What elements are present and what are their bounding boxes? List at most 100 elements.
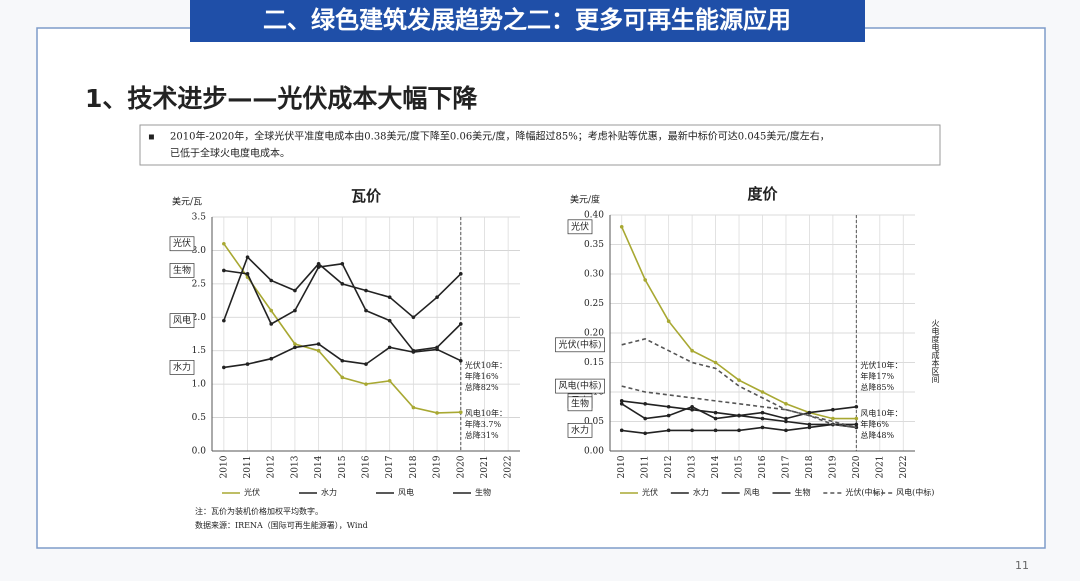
point bbox=[666, 404, 671, 409]
x-tick-label: 2012 bbox=[267, 456, 277, 479]
point bbox=[737, 378, 741, 383]
point bbox=[293, 345, 297, 350]
x-tick-label: 2014 bbox=[314, 455, 324, 478]
point bbox=[340, 375, 345, 380]
point bbox=[245, 255, 250, 259]
series-label: 水力 bbox=[173, 361, 191, 373]
x-tick-label: 2022 bbox=[504, 456, 514, 479]
subtitle: 1、技术进步——光伏成本大幅下降 bbox=[85, 84, 478, 113]
point bbox=[643, 416, 647, 421]
x-tick-label: 2021 bbox=[875, 456, 885, 479]
point bbox=[458, 272, 463, 276]
legend-label: 生物 bbox=[795, 487, 811, 497]
point bbox=[666, 319, 671, 324]
point bbox=[643, 278, 647, 282]
point bbox=[643, 402, 647, 406]
point bbox=[411, 405, 416, 410]
point bbox=[737, 428, 741, 433]
y-tick-label: 0.30 bbox=[584, 270, 604, 280]
series-label-box bbox=[169, 360, 195, 375]
y-tick-label: 0.15 bbox=[584, 358, 604, 368]
y-tick-label: 0.35 bbox=[584, 240, 604, 250]
x-tick-label: 2018 bbox=[409, 455, 419, 478]
y-tick-label: 1.5 bbox=[192, 346, 207, 356]
point bbox=[854, 404, 859, 409]
footnote: 数据来源：IRENA（国际可再生能源署），Wind bbox=[195, 520, 368, 530]
point bbox=[411, 348, 416, 353]
point bbox=[458, 410, 463, 415]
point bbox=[831, 407, 835, 412]
legend-label: 水力 bbox=[321, 487, 337, 497]
point bbox=[316, 265, 321, 269]
point bbox=[784, 416, 788, 421]
y-tick-label: 2.0 bbox=[192, 313, 207, 323]
series-label-box bbox=[169, 263, 195, 278]
legend-label: 风电(中标) bbox=[896, 487, 934, 497]
point bbox=[435, 295, 439, 300]
annotation: 年降17% bbox=[860, 371, 894, 381]
annotation: 年降16% bbox=[465, 371, 499, 381]
chart-title: 瓦价 bbox=[351, 187, 382, 205]
x-tick-label: 2020 bbox=[852, 455, 862, 478]
point bbox=[690, 404, 694, 409]
x-tick-label: 2020 bbox=[456, 455, 466, 478]
legend-label: 风电 bbox=[398, 487, 414, 497]
point bbox=[222, 268, 226, 273]
chart-title: 度价 bbox=[747, 185, 778, 203]
point bbox=[854, 422, 859, 427]
x-tick-label: 2014 bbox=[711, 455, 721, 478]
point bbox=[269, 278, 274, 283]
point bbox=[619, 399, 624, 403]
y-tick-label: 0.05 bbox=[584, 417, 604, 427]
point bbox=[364, 308, 368, 313]
point bbox=[364, 288, 368, 293]
point bbox=[784, 402, 788, 406]
y-tick-label: 0.00 bbox=[584, 447, 604, 457]
annotation: 总降48% bbox=[860, 430, 894, 440]
series-label-box bbox=[169, 236, 195, 252]
point bbox=[435, 345, 439, 350]
y-tick-label: 1.0 bbox=[192, 380, 207, 390]
point bbox=[619, 225, 624, 229]
point bbox=[690, 407, 694, 412]
point bbox=[643, 431, 647, 436]
point bbox=[340, 282, 345, 286]
x-tick-label: 2013 bbox=[290, 455, 300, 478]
point bbox=[807, 410, 812, 415]
annotation: 总降85% bbox=[860, 382, 894, 392]
point bbox=[760, 410, 765, 415]
annotation: 风电10年： bbox=[860, 408, 902, 418]
point bbox=[387, 295, 392, 300]
point bbox=[760, 416, 765, 421]
side-note: 火电度电成本区间 bbox=[931, 319, 940, 384]
annotation: 年降3.7% bbox=[465, 419, 502, 429]
point bbox=[222, 241, 226, 246]
series-label-box bbox=[555, 378, 605, 394]
y-tick-label: 2.5 bbox=[192, 279, 207, 289]
x-tick-label: 2015 bbox=[735, 455, 745, 478]
point bbox=[293, 308, 297, 313]
point bbox=[807, 425, 812, 430]
y-tick-label: 0.25 bbox=[584, 299, 604, 309]
point bbox=[690, 428, 694, 433]
point bbox=[784, 428, 788, 433]
y-axis-label: 美元/度 bbox=[570, 194, 600, 206]
x-tick-label: 2019 bbox=[433, 455, 443, 478]
legend-label: 水力 bbox=[693, 487, 709, 497]
point bbox=[713, 410, 718, 415]
x-tick-label: 2010 bbox=[617, 455, 627, 478]
note-box bbox=[139, 124, 941, 166]
point bbox=[831, 416, 835, 421]
annotation: 总降82% bbox=[465, 382, 499, 392]
series-label-box bbox=[567, 219, 593, 235]
point bbox=[222, 365, 226, 370]
note-bullet: ▪ bbox=[148, 132, 155, 143]
point bbox=[245, 272, 250, 276]
point bbox=[666, 428, 671, 433]
series-label: 水力 bbox=[571, 424, 589, 436]
x-tick-label: 2016 bbox=[758, 455, 768, 478]
point bbox=[387, 345, 392, 350]
series-line bbox=[621, 385, 857, 429]
